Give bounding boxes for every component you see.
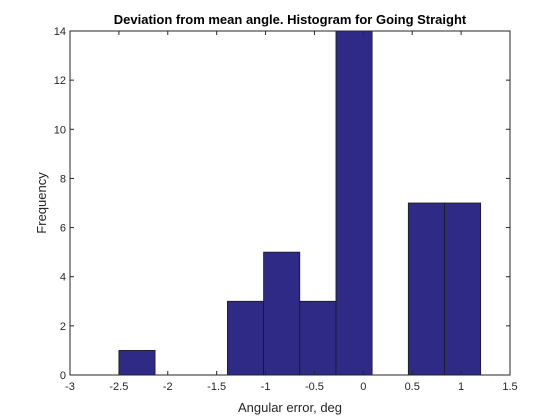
histogram-bar [118, 350, 156, 376]
y-tick-label: 4 [60, 272, 66, 284]
x-tick-label: -0.5 [305, 381, 324, 393]
y-axis-label: Frequency [34, 172, 49, 234]
histogram-bar [299, 300, 337, 376]
chart-title: Deviation from mean angle. Histogram for… [114, 12, 467, 27]
x-tick-label: -3 [65, 381, 75, 393]
y-tick-label: 14 [54, 26, 66, 38]
y-tick-label: 0 [60, 370, 66, 382]
plot-frame [69, 30, 511, 376]
histogram-bars [118, 30, 482, 376]
x-tick-label: -2 [163, 381, 173, 393]
x-axis-label: Angular error, deg [238, 400, 342, 415]
y-tick-label: 8 [60, 173, 66, 185]
x-tick-label: 1.5 [502, 381, 517, 393]
histogram-bar [335, 30, 373, 376]
histogram-bar [227, 300, 265, 376]
x-axis-ticks: -3 -2.5 -2 -1.5 -1 -0.5 0 0.5 1 1.5 [65, 31, 518, 393]
x-tick-label: 1 [458, 381, 464, 393]
x-tick-label: -2.5 [109, 381, 128, 393]
histogram-bar [407, 202, 445, 376]
histogram-bar [263, 251, 301, 376]
y-tick-label: 12 [54, 75, 66, 87]
y-axis-ticks: 0 2 4 6 8 10 12 14 [54, 26, 510, 382]
y-tick-label: 2 [60, 321, 66, 333]
x-tick-label: 0 [360, 381, 366, 393]
histogram-bar [444, 202, 482, 376]
y-tick-label: 10 [54, 124, 66, 136]
x-tick-label: 0.5 [405, 381, 420, 393]
x-tick-label: -1 [261, 381, 271, 393]
y-tick-label: 6 [60, 223, 66, 235]
x-tick-label: -1.5 [207, 381, 226, 393]
